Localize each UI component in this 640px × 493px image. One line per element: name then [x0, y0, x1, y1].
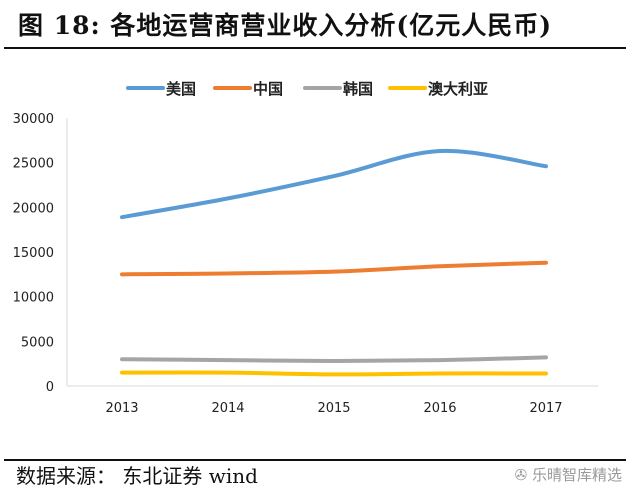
x-tick-label: 2013 — [105, 401, 138, 416]
watermark-text: 乐晴智库精选 — [531, 466, 622, 484]
x-tick-label: 2017 — [529, 401, 562, 416]
y-tick-label: 30000 — [13, 112, 54, 127]
x-tick-label: 2016 — [423, 401, 456, 416]
y-tick-label: 15000 — [13, 246, 54, 261]
legend-label: 美国 — [166, 80, 196, 98]
title-rule — [4, 47, 626, 49]
figure-title: 图 18: 各地运营商营业收入分析(亿元人民币) — [18, 11, 553, 40]
line-chart: 美国 中国 韩国 澳大利亚 0 5000 10000 15000 20000 25000 3000… — [13, 80, 598, 416]
y-tick-label: 10000 — [13, 291, 54, 306]
wechat-icon: ✇ — [514, 466, 532, 484]
y-tick-label: 5000 — [21, 335, 54, 350]
x-tick-label: 2015 — [317, 401, 350, 416]
legend-label: 中国 — [253, 80, 283, 98]
x-tick-label: 2014 — [211, 401, 244, 416]
source-note: 数据来源： 东北证券 wind — [16, 464, 258, 488]
y-tick-label: 0 — [46, 380, 54, 395]
series-lines — [120, 148, 548, 377]
y-tick-label: 25000 — [13, 157, 54, 172]
legend-label: 澳大利亚 — [428, 80, 488, 98]
series-line-3 — [120, 370, 548, 377]
watermark: ✇ 乐晴智库精选 — [515, 464, 622, 485]
series-line-1 — [120, 260, 548, 277]
legend-label: 韩国 — [343, 80, 373, 98]
series-line-2 — [120, 355, 548, 363]
source-rule — [4, 459, 626, 461]
axes: 0 5000 10000 15000 20000 25000 30000 2013 2014 20… — [13, 112, 598, 416]
legend: 美国 中国 韩国 澳大利亚 — [126, 80, 488, 98]
series-line-0 — [120, 148, 548, 220]
y-tick-label: 20000 — [13, 201, 54, 216]
